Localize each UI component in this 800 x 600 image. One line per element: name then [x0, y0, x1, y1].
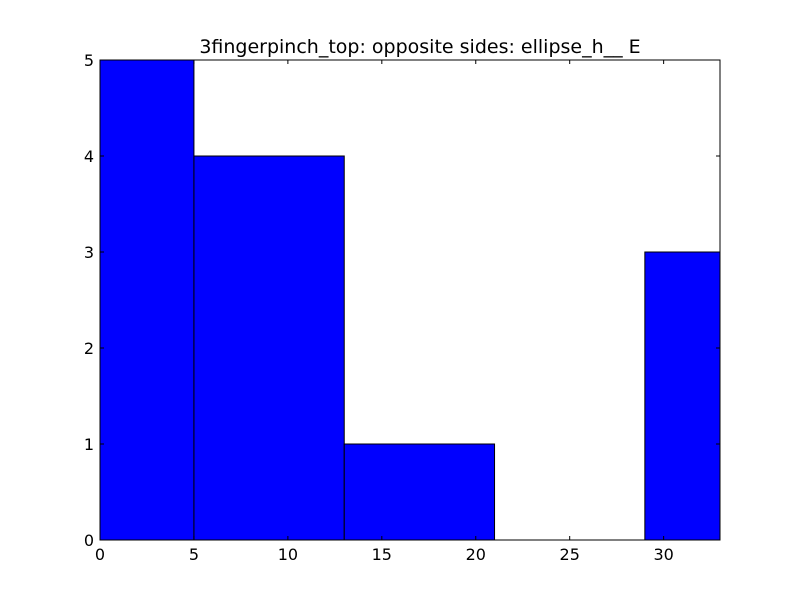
plot-frame	[99, 59, 721, 541]
y-tick-label-4: 4	[84, 147, 94, 166]
x-tick-label-3: 15	[372, 545, 392, 564]
x-tick-label-4: 20	[466, 545, 486, 564]
y-tick-label-1: 1	[84, 435, 94, 454]
x-tick-label-1: 5	[189, 545, 199, 564]
histogram-bar-2	[343, 443, 496, 540]
y-tick-label-3: 3	[84, 243, 94, 262]
histogram-bar-0	[100, 60, 195, 540]
x-tick-label-6: 30	[653, 545, 673, 564]
x-tick-label-5: 25	[560, 545, 580, 564]
y-tick-label-0: 0	[84, 531, 94, 550]
histogram-bar-1	[193, 155, 345, 540]
ticks-layer	[99, 59, 720, 541]
histogram-bar-4	[644, 251, 720, 540]
chart-title: 3fingerpinch_top: opposite sides: ellips…	[199, 36, 640, 58]
x-tick-label-2: 10	[278, 545, 298, 564]
y-tick-label-2: 2	[84, 339, 94, 358]
bars-layer	[100, 60, 720, 540]
x-tick-label-0: 0	[95, 545, 105, 564]
tick-labels-layer: 0 5 10 15 20 25 30 0 1 2 3 4 5	[84, 51, 674, 564]
y-tick-label-5: 5	[84, 51, 94, 70]
